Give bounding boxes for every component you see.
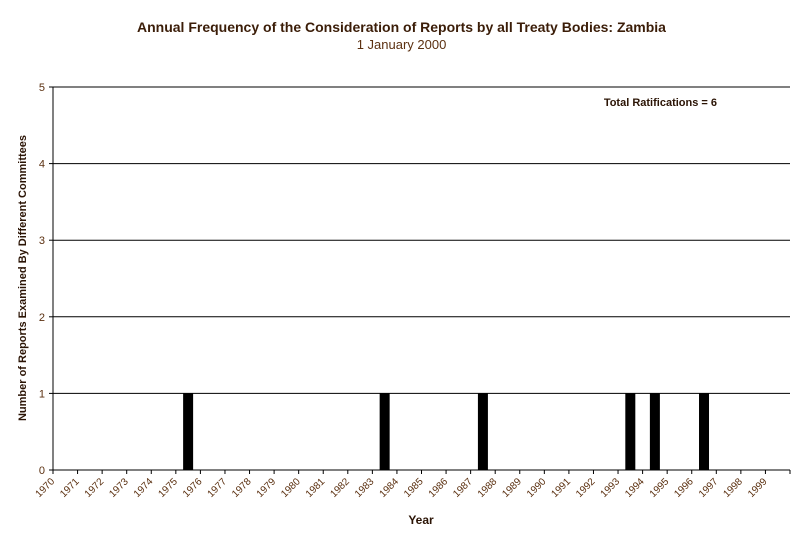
bar-1975 — [183, 393, 194, 470]
x-tick-label: 1999 — [746, 476, 770, 500]
x-tick-label: 1986 — [427, 476, 451, 500]
chart-subtitle: 1 January 2000 — [356, 37, 447, 52]
x-tick-label: 1991 — [550, 476, 574, 500]
x-tick-label: 1978 — [230, 476, 254, 500]
y-tick-label: 3 — [39, 235, 45, 247]
x-tick-label: 1983 — [353, 476, 377, 500]
x-tick-label: 1987 — [451, 476, 475, 500]
x-tick-label: 1998 — [721, 476, 745, 500]
x-tick-label: 1975 — [156, 476, 180, 500]
y-tick-label: 0 — [39, 465, 45, 477]
x-tick-label: 1995 — [648, 476, 672, 500]
x-tick-label: 1972 — [83, 476, 107, 500]
x-tick-label: 1976 — [181, 476, 205, 500]
x-tick-label: 1992 — [574, 476, 598, 500]
total-ratifications-annotation: Total Ratifications = 6 — [604, 97, 717, 109]
bar-1994 — [649, 393, 660, 470]
x-tick-label: 1997 — [697, 476, 721, 500]
x-tick-label: 1974 — [132, 476, 156, 500]
x-tick-label: 1988 — [476, 476, 500, 500]
y-axis-label: Number of Reports Examined By Different … — [17, 135, 29, 421]
y-tick-label: 4 — [39, 159, 45, 171]
x-axis-label: Year — [408, 513, 434, 527]
x-tick-label: 1979 — [255, 476, 279, 500]
y-tick-label: 1 — [39, 388, 45, 400]
bars — [183, 393, 710, 470]
x-tick-label: 1989 — [500, 476, 524, 500]
bar-1983 — [379, 393, 390, 470]
bar-1987 — [477, 393, 488, 470]
x-tick-label: 1994 — [623, 476, 647, 500]
y-tick-label: 5 — [39, 82, 45, 94]
x-tick-label: 1990 — [525, 476, 549, 500]
x-tick-label: 1996 — [672, 476, 696, 500]
x-tick-label: 1970 — [34, 476, 58, 500]
x-tick-labels: 1970 1971 1972 1973 1974 1975 1976 1977 1978 1979… — [34, 470, 791, 500]
bar-1996 — [699, 393, 710, 470]
x-tick-label: 1980 — [279, 476, 303, 500]
x-tick-label: 1993 — [599, 476, 623, 500]
x-tick-label: 1981 — [304, 476, 328, 500]
x-tick-label: 1973 — [107, 476, 131, 500]
gridlines — [49, 86, 790, 471]
axes — [52, 87, 790, 471]
y-tick-labels: 0 1 2 3 4 5 — [39, 82, 45, 477]
chart-title: Annual Frequency of the Consideration of… — [137, 19, 666, 35]
y-tick-label: 2 — [39, 312, 45, 324]
x-tick-label: 1971 — [58, 476, 82, 500]
x-tick-label: 1982 — [328, 476, 352, 500]
x-tick-label: 1985 — [402, 476, 426, 500]
bar-1993 — [625, 393, 636, 470]
x-tick-label: 1984 — [378, 476, 402, 500]
x-tick-label: 1977 — [206, 476, 230, 500]
